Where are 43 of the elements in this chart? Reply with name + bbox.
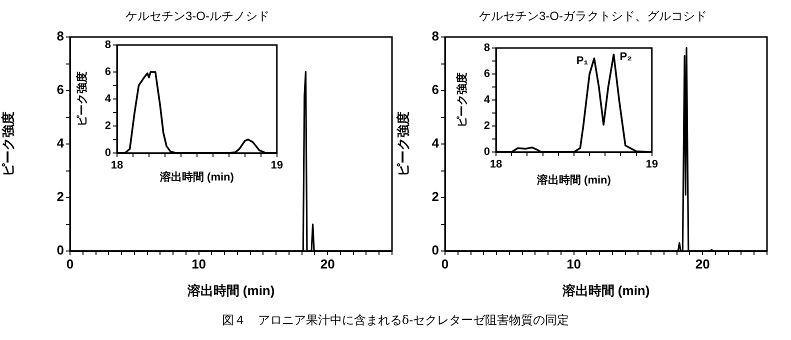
y-tick-label: 4	[104, 93, 112, 106]
annotation: P₁	[576, 54, 589, 67]
x-tick-label: 19	[646, 158, 658, 171]
y-tick-label: 2	[484, 120, 490, 132]
y-axis-title: ピーク強度	[456, 72, 469, 128]
x-tick-label: 0	[441, 256, 449, 272]
chart-title: ケルセチン3-O-ガラクトシド、グルコシド	[478, 8, 708, 25]
y-tick-label: 2	[432, 189, 439, 204]
x-axis-title: 溶出時間 (min)	[186, 282, 275, 298]
y-tick-label: 2	[56, 189, 64, 204]
y-tick-label: 8	[432, 28, 439, 44]
x-tick-label: 0	[66, 256, 74, 272]
x-axis-title: 溶出時間 (min)	[536, 173, 612, 186]
y-tick-label: 8	[484, 42, 490, 54]
annotation: P₂	[620, 51, 632, 64]
y-tick-label: 0	[432, 242, 439, 258]
x-tick-label: 10	[192, 256, 206, 272]
x-tick-label: 20	[320, 256, 335, 272]
y-tick-label: 4	[56, 136, 65, 151]
y-tick-label: 0	[484, 146, 490, 158]
y-tick-label: 8	[104, 39, 111, 52]
y-tick-label: 4	[484, 94, 491, 106]
y-tick-label: 8	[56, 28, 64, 44]
y-tick-label: 6	[484, 68, 490, 80]
x-axis-title: 溶出時間 (min)	[158, 170, 234, 184]
x-axis-title: 溶出時間 (min)	[561, 282, 650, 298]
x-tick-label: 10	[566, 256, 582, 272]
y-axis-title: ピーク強度	[76, 72, 89, 126]
y-tick-label: 6	[432, 82, 439, 98]
x-tick-label: 18	[110, 160, 124, 172]
y-tick-label: 2	[104, 120, 111, 132]
y-axis-title: ピーク強度	[395, 112, 410, 176]
x-tick-label: 19	[270, 160, 284, 172]
y-tick-label: 6	[56, 82, 64, 98]
y-axis-title: ピーク強度	[0, 112, 16, 176]
chart-title: ケルセチン3-O-ルチノシド	[124, 8, 270, 25]
x-tick-label: 18	[490, 158, 502, 171]
y-tick-label: 0	[104, 147, 111, 160]
x-tick-label: 20	[695, 256, 710, 272]
y-tick-label: 4	[432, 136, 440, 151]
caption: 図４ アロニア果汁中に含まれるδ-セクレターゼ阻害物質の同定	[220, 312, 570, 329]
y-tick-label: 6	[104, 66, 111, 78]
y-tick-label: 0	[56, 242, 64, 258]
